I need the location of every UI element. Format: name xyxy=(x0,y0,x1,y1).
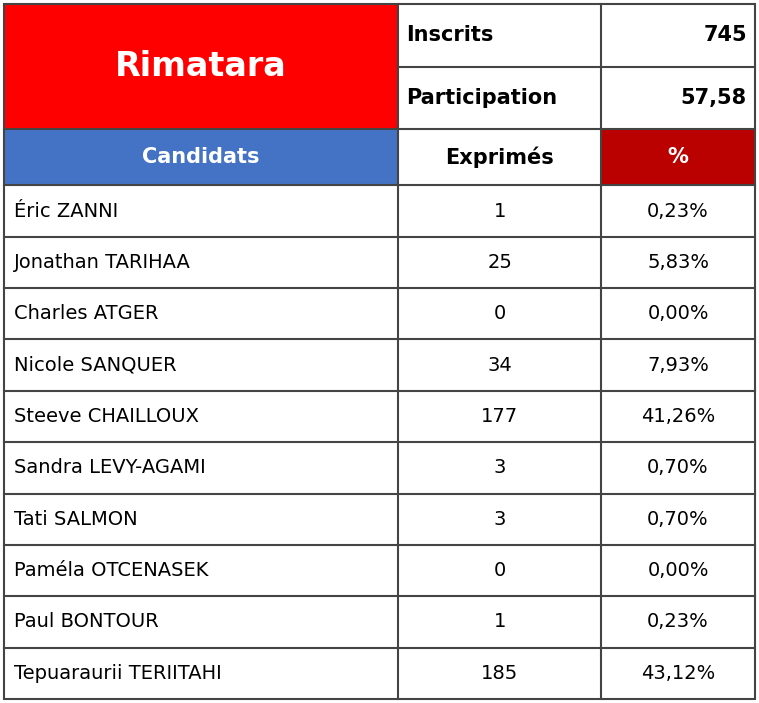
Bar xyxy=(4,391,398,442)
Bar xyxy=(4,442,398,494)
Text: 3: 3 xyxy=(493,458,505,477)
Bar xyxy=(398,186,601,237)
Bar xyxy=(398,237,601,288)
Text: 5,83%: 5,83% xyxy=(647,253,709,272)
Text: Inscrits: Inscrits xyxy=(406,25,493,45)
Bar xyxy=(601,647,755,699)
Text: Steeve CHAILLOUX: Steeve CHAILLOUX xyxy=(14,407,199,426)
Text: Candidats: Candidats xyxy=(143,147,260,167)
Text: 177: 177 xyxy=(481,407,518,426)
Bar xyxy=(601,237,755,288)
Text: Tati SALMON: Tati SALMON xyxy=(14,510,137,529)
Text: 3: 3 xyxy=(493,510,505,529)
Bar xyxy=(4,596,398,647)
Bar xyxy=(601,340,755,391)
Text: 41,26%: 41,26% xyxy=(641,407,715,426)
Text: 1: 1 xyxy=(493,202,505,221)
Bar xyxy=(601,288,755,340)
Text: 34: 34 xyxy=(487,356,512,375)
Text: Sandra LEVY-AGAMI: Sandra LEVY-AGAMI xyxy=(14,458,206,477)
Bar xyxy=(4,340,398,391)
Bar xyxy=(4,4,398,129)
Text: 43,12%: 43,12% xyxy=(641,664,715,683)
Bar xyxy=(4,237,398,288)
Bar xyxy=(601,186,755,237)
Bar xyxy=(601,4,755,67)
Text: Tepuaraurii TERIITAHI: Tepuaraurii TERIITAHI xyxy=(14,664,222,683)
Text: 0,70%: 0,70% xyxy=(647,510,709,529)
Bar xyxy=(398,288,601,340)
Text: Éric ZANNI: Éric ZANNI xyxy=(14,202,118,221)
Text: 57,58: 57,58 xyxy=(681,88,747,108)
Text: 7,93%: 7,93% xyxy=(647,356,709,375)
Bar xyxy=(398,340,601,391)
Text: 745: 745 xyxy=(704,25,747,45)
Text: 0: 0 xyxy=(493,561,505,580)
Text: Rimatara: Rimatara xyxy=(115,50,287,83)
Bar xyxy=(398,67,601,129)
Text: Paméla OTCENASEK: Paméla OTCENASEK xyxy=(14,561,209,580)
Text: Paul BONTOUR: Paul BONTOUR xyxy=(14,612,159,631)
Bar xyxy=(398,596,601,647)
Text: 0: 0 xyxy=(493,304,505,323)
Text: Exprimés: Exprimés xyxy=(446,146,554,168)
Bar xyxy=(4,647,398,699)
Bar xyxy=(601,391,755,442)
Text: Jonathan TARIHAA: Jonathan TARIHAA xyxy=(14,253,191,272)
Text: 0,70%: 0,70% xyxy=(647,458,709,477)
Text: Nicole SANQUER: Nicole SANQUER xyxy=(14,356,177,375)
Bar xyxy=(398,494,601,545)
Bar xyxy=(398,391,601,442)
Text: 0,00%: 0,00% xyxy=(647,561,709,580)
Bar xyxy=(398,647,601,699)
Bar xyxy=(398,4,601,67)
Bar xyxy=(398,129,601,186)
Text: 0,23%: 0,23% xyxy=(647,612,709,631)
Text: 0,23%: 0,23% xyxy=(647,202,709,221)
Bar xyxy=(601,494,755,545)
Text: Charles ATGER: Charles ATGER xyxy=(14,304,159,323)
Bar xyxy=(601,442,755,494)
Bar xyxy=(398,442,601,494)
Text: %: % xyxy=(668,147,688,167)
Text: 0,00%: 0,00% xyxy=(647,304,709,323)
Bar xyxy=(4,186,398,237)
Bar xyxy=(601,129,755,186)
Text: 1: 1 xyxy=(493,612,505,631)
Bar xyxy=(601,596,755,647)
Bar xyxy=(4,545,398,596)
Bar xyxy=(4,494,398,545)
Bar xyxy=(4,288,398,340)
Text: 25: 25 xyxy=(487,253,512,272)
Bar xyxy=(4,129,398,186)
Bar xyxy=(601,545,755,596)
Bar xyxy=(601,67,755,129)
Bar xyxy=(398,545,601,596)
Text: 185: 185 xyxy=(481,664,518,683)
Text: Participation: Participation xyxy=(406,88,557,108)
